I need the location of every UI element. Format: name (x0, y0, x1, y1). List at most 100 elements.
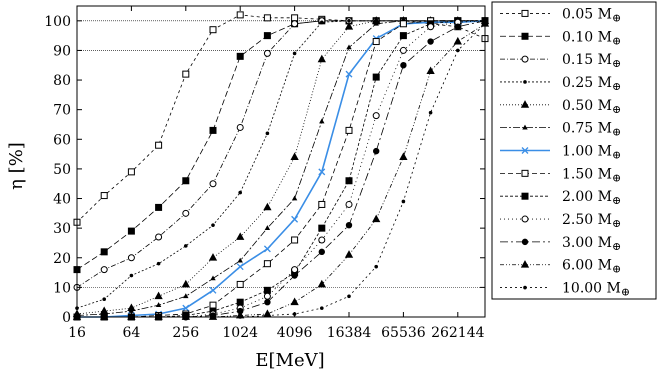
data-point (236, 11, 244, 19)
data-point (346, 44, 352, 50)
y-tick-label: 90 (53, 43, 71, 59)
x-axis-label: E[MeV] (255, 350, 324, 371)
data-point (291, 20, 299, 28)
data-point (291, 195, 298, 201)
legend-entry-5: 0.75 M⊕ (500, 121, 621, 139)
data-point (372, 73, 380, 81)
y-tick-label: 70 (53, 103, 71, 119)
series-2 (73, 17, 489, 291)
data-point (211, 223, 215, 227)
data-point (156, 261, 161, 266)
data-point (182, 70, 190, 78)
data-point (427, 38, 434, 45)
data-point (319, 118, 325, 124)
data-point (182, 209, 190, 217)
data-point (318, 200, 326, 208)
data-point (428, 110, 433, 115)
data-point (236, 232, 245, 240)
legend: 0.05 M⊕ 0.10 M⊕ 0.15 M⊕ 0.25 M⊕ 0.50 M⊕ 0.75 … (491, 1, 657, 300)
series-9 (73, 17, 489, 321)
data-point (102, 297, 106, 302)
legend-label: 1.00 M⊕ (562, 144, 621, 162)
data-point (292, 51, 297, 56)
data-point (236, 298, 244, 306)
data-point (521, 169, 529, 177)
legend-subscript: ⊕ (612, 194, 621, 207)
series-line (76, 20, 485, 309)
legend-entry-4: 0.50 M⊕ (500, 98, 621, 116)
x-tick-label: 4096 (277, 325, 313, 341)
series-11 (72, 19, 490, 320)
data-point (522, 124, 528, 130)
series-6 (73, 17, 489, 321)
data-point (401, 199, 406, 204)
data-point (236, 52, 244, 60)
data-point (372, 214, 381, 223)
data-point (263, 245, 271, 253)
data-point (521, 192, 529, 200)
series-line (76, 20, 485, 288)
plot-area (72, 11, 490, 321)
x-tick-label: 256 (172, 325, 199, 341)
series-0 (73, 11, 489, 226)
legend-subscript: ⊕ (612, 80, 621, 93)
y-axis-label: η [%] (6, 142, 27, 190)
data-point (291, 215, 299, 223)
x-tick-label: 16384 (327, 325, 372, 341)
data-point (320, 20, 324, 25)
data-point (209, 26, 217, 34)
data-point (264, 225, 271, 230)
data-point (155, 233, 163, 241)
series-4 (72, 16, 490, 317)
data-point (400, 62, 407, 69)
data-point (521, 9, 529, 17)
data-point (265, 313, 270, 318)
legend-subscript: ⊕ (612, 171, 621, 184)
data-point (521, 32, 529, 40)
y-tick-label: 10 (53, 280, 71, 296)
series-line (77, 23, 486, 318)
x-tick-label: 262144 (431, 325, 485, 341)
series-line (76, 20, 485, 316)
legend-subscript: ⊕ (612, 103, 621, 116)
legend-label: 2.00 M⊕ (562, 189, 621, 207)
legend-entry-1: 0.10 M⊕ (500, 29, 621, 47)
y-tick-label: 40 (53, 192, 71, 208)
data-point (344, 22, 354, 30)
legend-label: 2.50 M⊕ (562, 212, 621, 230)
data-point (520, 260, 530, 268)
data-point (291, 266, 299, 274)
data-point (521, 215, 529, 223)
legend-entry-9: 2.50 M⊕ (500, 212, 621, 230)
data-point (523, 285, 527, 290)
legend-label: 0.25 M⊕ (562, 75, 621, 93)
data-point (374, 264, 379, 269)
data-point (263, 292, 271, 300)
data-point (100, 192, 108, 200)
data-point (345, 177, 353, 185)
legend-label: 0.50 M⊕ (562, 98, 621, 116)
series-line (77, 23, 486, 318)
data-point (182, 177, 190, 185)
series-3 (75, 19, 487, 310)
legend-subscript: ⊕ (612, 240, 621, 253)
data-point (347, 294, 351, 299)
data-point (372, 38, 380, 46)
data-point (238, 190, 242, 195)
data-point (264, 298, 271, 306)
data-point (263, 260, 271, 268)
y-tick-label: 50 (53, 162, 71, 178)
data-point (399, 152, 408, 160)
legend-subscript: ⊕ (621, 286, 630, 299)
data-point (209, 286, 217, 294)
y-tick-label: 100 (44, 14, 71, 30)
data-point (399, 46, 407, 54)
legend-label: 0.75 M⊕ (562, 121, 621, 139)
x-tick-label: 16 (68, 325, 86, 341)
legend-entry-0: 0.05 M⊕ (500, 6, 621, 24)
data-point (373, 147, 380, 155)
legend-entry-3: 0.25 M⊕ (500, 75, 621, 93)
legend-subscript: ⊕ (612, 149, 621, 162)
data-point (317, 54, 326, 63)
